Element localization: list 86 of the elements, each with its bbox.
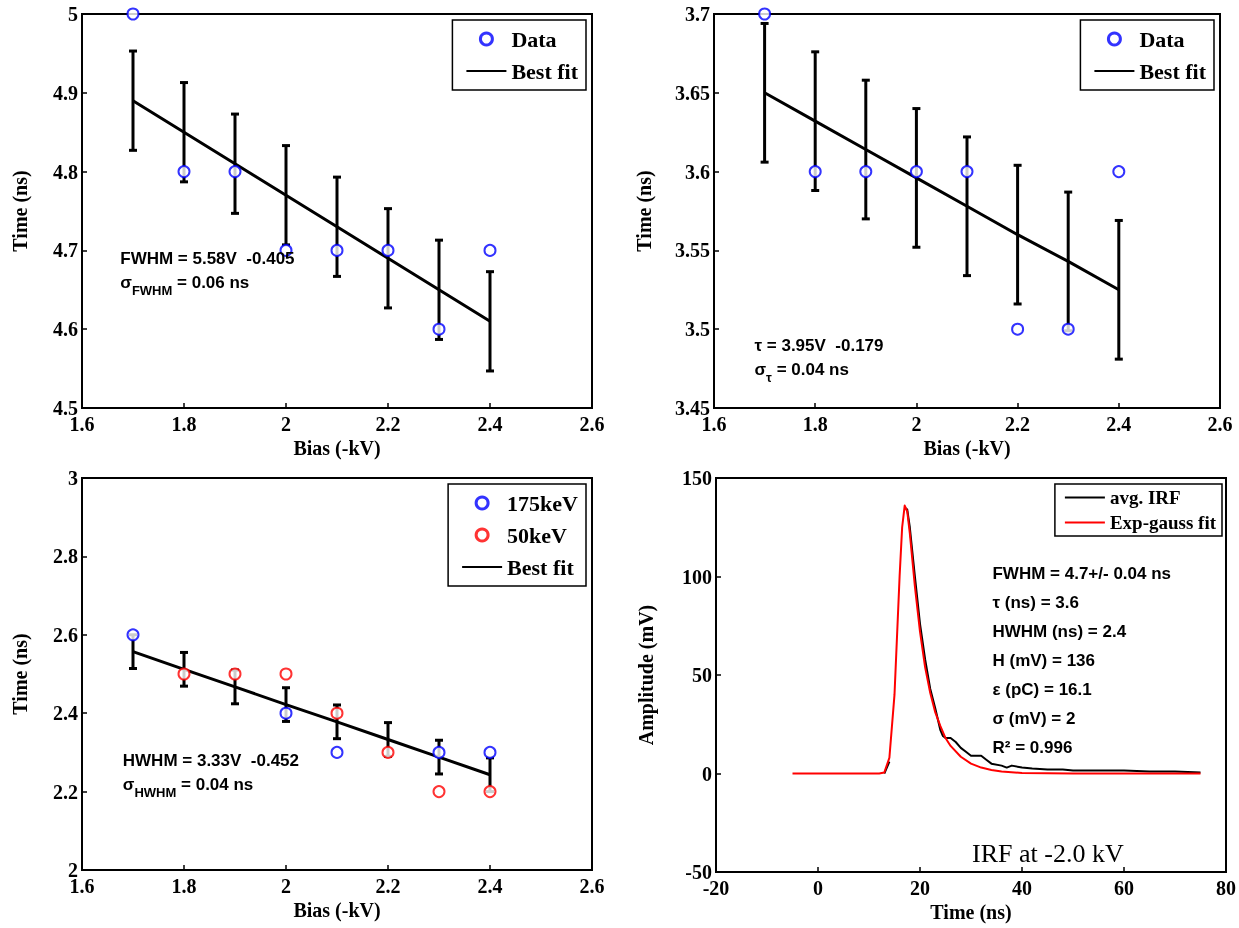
- point: [432, 322, 446, 336]
- x-tick-label: 2.4: [477, 413, 503, 435]
- x-tick-label: 2: [281, 875, 291, 897]
- y-tick-label: 0: [702, 762, 712, 785]
- point: [859, 165, 873, 179]
- x-tick-label: 2: [911, 413, 922, 435]
- x-tick-label: 2.2: [375, 875, 401, 897]
- x-axis-title: Bias (-kV): [293, 899, 381, 922]
- legend-label: Best fit: [507, 554, 575, 580]
- annotation: τ = 3.95V -0.179: [754, 336, 884, 356]
- y-tick-label: 4.8: [53, 160, 78, 183]
- y-tick-label: 2.8: [53, 545, 78, 568]
- point: [330, 243, 344, 257]
- legend-label: Exp-gauss fit: [1109, 512, 1217, 533]
- point: [381, 243, 395, 257]
- point: [808, 165, 822, 179]
- x-tick-label: 20: [910, 877, 930, 899]
- point: [432, 785, 446, 799]
- x-tick-label: 2.2: [375, 413, 401, 435]
- point: [177, 667, 191, 681]
- y-tick-label: 5: [68, 3, 78, 25]
- y-tick-label: 2.2: [53, 780, 78, 803]
- legend-label: Data: [1139, 26, 1185, 52]
- annotation: σ (mV) = 2: [992, 708, 1076, 728]
- x-tick-label: 2: [281, 413, 291, 435]
- annotation: H (mV) = 136: [992, 650, 1095, 670]
- legend-label: Data: [511, 26, 557, 52]
- legend-label: 50keV: [507, 522, 568, 548]
- point: [177, 165, 191, 179]
- point: [960, 165, 974, 179]
- annotation: ε (pC) = 16.1: [992, 679, 1092, 699]
- y-axis-title: Amplitude (mV): [635, 604, 658, 746]
- point: [228, 165, 242, 179]
- annotation: IRF at -2.0 kV: [972, 838, 1124, 868]
- x-tick-label: 1.8: [171, 413, 197, 435]
- legend-label: avg. IRF: [1109, 487, 1181, 508]
- x-tick-label: 2.2: [1005, 413, 1031, 435]
- legend-label: Best fit: [511, 58, 579, 84]
- point: [1011, 322, 1025, 336]
- x-axis-title: Bias (-kV): [923, 437, 1011, 460]
- x-tick-label: 60: [1114, 877, 1134, 899]
- x-tick-label: 0: [813, 877, 823, 899]
- y-tick-label: 4.9: [53, 81, 78, 104]
- point: [909, 165, 923, 179]
- annotation: R² = 0.996: [992, 737, 1073, 757]
- point: [126, 7, 140, 21]
- x-tick-label: 2.6: [579, 413, 605, 435]
- x-tick-label: 2.6: [1207, 413, 1233, 435]
- y-tick-label: 3.55: [675, 239, 710, 262]
- legend-label: 175keV: [507, 490, 579, 516]
- y-tick-label: 100: [682, 565, 712, 588]
- y-tick-label: 2.6: [53, 623, 78, 646]
- x-tick-label: 40: [1012, 877, 1032, 899]
- annotation: HWHM = 3.33V -0.452: [122, 751, 300, 771]
- y-tick-label: 150: [682, 467, 712, 489]
- point: [330, 745, 344, 759]
- point: [432, 745, 446, 759]
- y-tick-label: 4.7: [53, 239, 78, 262]
- point: [758, 7, 772, 21]
- y-tick-label: 50: [692, 664, 712, 686]
- x-tick-label: 1.8: [802, 413, 828, 435]
- y-axis-title: Time (ns): [9, 170, 32, 252]
- annotation: FWHM = 4.7+/- 0.04 ns: [992, 563, 1172, 583]
- y-axis-title: Time (ns): [9, 633, 32, 715]
- y-tick-label: 3.6: [685, 160, 710, 183]
- y-tick-label: 2.4: [53, 702, 78, 725]
- annotation: τ (ns) = 3.6: [992, 592, 1079, 612]
- y-tick-label: 3: [68, 467, 78, 489]
- y-axis-title: Time (ns): [633, 170, 656, 252]
- x-tick-label: 80: [1216, 877, 1236, 899]
- y-tick-label: 4.6: [53, 318, 78, 341]
- y-tick-label: 3.5: [685, 318, 710, 341]
- y-tick-label: 3.65: [675, 81, 710, 104]
- x-tick-label: 2.4: [1106, 413, 1132, 435]
- annotation: FWHM = 5.58V -0.405: [120, 249, 295, 269]
- y-tick-label: 3.7: [685, 3, 710, 25]
- x-tick-label: 2.6: [579, 875, 605, 897]
- x-axis-title: Time (ns): [930, 901, 1012, 924]
- annotation: HWHM (ns) = 2.4: [992, 621, 1127, 641]
- x-tick-label: 2.4: [477, 875, 503, 897]
- legend-label: Best fit: [1139, 58, 1207, 84]
- x-tick-label: 1.8: [171, 875, 197, 897]
- x-axis-title: Bias (-kV): [293, 437, 381, 460]
- point: [483, 243, 497, 257]
- point: [1112, 165, 1126, 179]
- point: [279, 667, 293, 681]
